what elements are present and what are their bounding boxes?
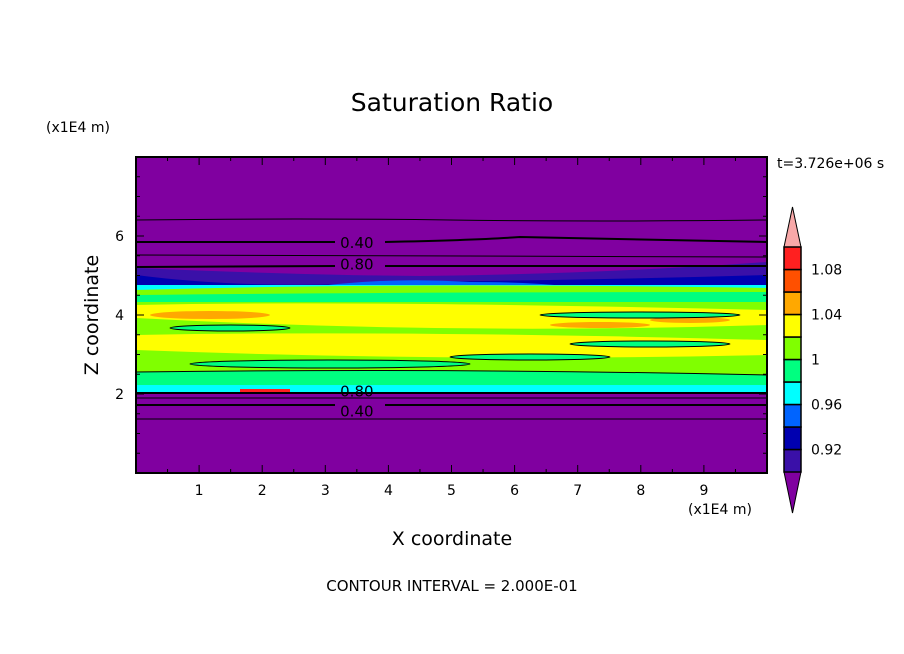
x-tick-label: 5 — [447, 483, 456, 499]
x-tick-label: 1 — [195, 483, 204, 499]
contour-label: 0.40 — [340, 402, 373, 420]
field-region — [136, 333, 767, 358]
contour-interval-label: CONTOUR INTERVAL = 2.000E-01 — [326, 577, 578, 595]
field — [136, 157, 767, 473]
colorbar-label: 1 — [811, 353, 820, 369]
field-region — [650, 317, 730, 323]
x-tick-label: 4 — [384, 483, 393, 499]
colorbar-swatch — [783, 268, 802, 293]
y-unit-label: (x1E4 m) — [46, 120, 110, 136]
field-region — [240, 389, 290, 392]
colorbar-label: 1.04 — [811, 308, 842, 324]
colorbar-swatch — [783, 291, 802, 316]
time-label: t=3.726e+06 s — [777, 156, 885, 172]
colorbar-label: 1.08 — [811, 263, 842, 279]
contour-label: 0.80 — [340, 382, 373, 400]
colorbar-swatch — [783, 403, 802, 428]
colorbar-swatch — [783, 426, 802, 451]
y-tick-label: 2 — [115, 387, 124, 403]
field-region — [550, 322, 650, 328]
x-tick-label: 6 — [510, 483, 519, 499]
field-region — [539, 311, 741, 319]
x-axis-label: X coordinate — [391, 528, 513, 550]
colorbar-label: 0.96 — [811, 398, 842, 414]
colorbar-swatch — [783, 448, 802, 473]
colorbar-swatch — [783, 381, 802, 406]
field-region — [189, 359, 471, 369]
contour-label: 0.40 — [340, 234, 373, 252]
contour-label: 0.80 — [340, 256, 373, 274]
chart-title: Saturation Ratio — [350, 88, 554, 117]
colorbar-swatch — [783, 313, 802, 338]
colorbar-swatch — [783, 336, 802, 361]
field-region — [449, 353, 611, 361]
field-region — [150, 311, 270, 319]
y-tick-label: 6 — [115, 229, 124, 245]
colorbar-under-arrow — [783, 471, 802, 514]
x-tick-label: 7 — [573, 483, 582, 499]
colorbar-over-arrow — [783, 206, 802, 248]
colorbar-swatch — [783, 246, 802, 271]
colorbar-swatch — [783, 358, 802, 383]
field-region — [136, 385, 767, 392]
y-tick-label: 4 — [115, 308, 124, 324]
contour-lines — [136, 218, 767, 420]
x-tick-label: 3 — [321, 483, 330, 499]
field-region — [569, 340, 731, 348]
x-tick-label: 2 — [258, 483, 267, 499]
field-region — [136, 393, 767, 473]
colorbar-label: 0.92 — [811, 443, 842, 459]
field-region — [169, 324, 291, 332]
x-tick-label: 8 — [636, 483, 645, 499]
x-unit-label: (x1E4 m) — [688, 502, 752, 518]
x-tick-label: 9 — [699, 483, 708, 499]
field-region — [136, 292, 767, 302]
